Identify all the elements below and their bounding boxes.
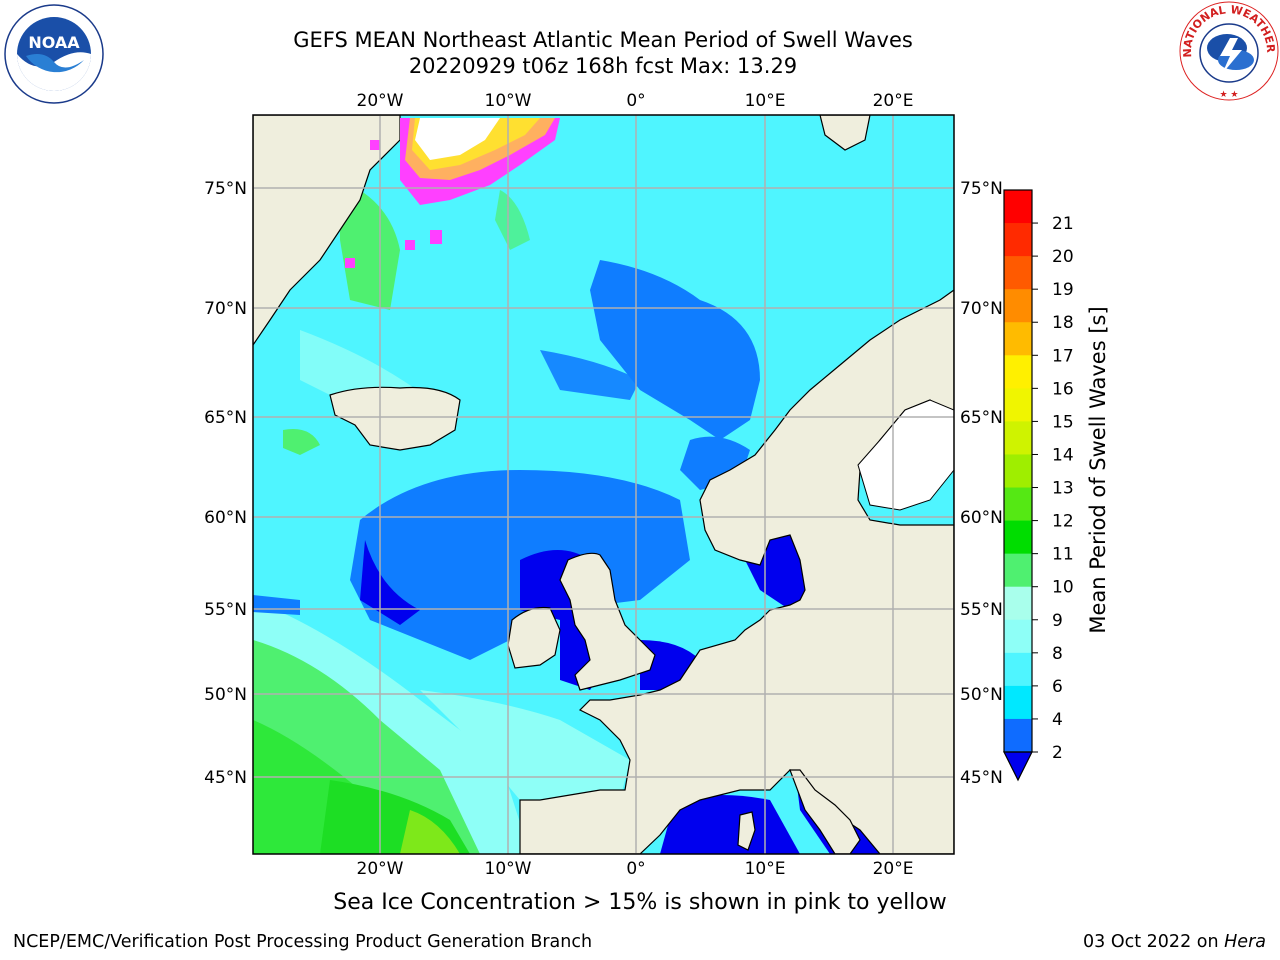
colorbar-tick-label: 6 <box>1052 677 1063 697</box>
lat-tick-right: 70°N <box>960 299 1003 319</box>
lon-tick-top: 0° <box>626 91 645 111</box>
lat-tick-left: 45°N <box>204 768 247 788</box>
colorbar-segment <box>1004 520 1032 555</box>
svg-text:★ ★: ★ ★ <box>1220 90 1239 100</box>
lon-tick-bottom: 10°E <box>745 859 786 879</box>
lat-tick-right: 65°N <box>960 408 1003 428</box>
colorbar-tick-label: 21 <box>1052 214 1074 234</box>
lat-tick-left: 70°N <box>204 299 247 319</box>
lat-tick-left: 55°N <box>204 600 247 620</box>
colorbar-tick-label: 15 <box>1052 412 1074 432</box>
colorbar-tick-label: 4 <box>1052 710 1063 730</box>
colorbar-segment <box>1004 223 1032 257</box>
colorbar-segment <box>1004 190 1032 224</box>
colorbar-tick-label: 16 <box>1052 379 1074 399</box>
noaa-logo-text: NOAA <box>28 33 80 52</box>
colorbar-tick-label: 10 <box>1052 578 1074 598</box>
colorbar-segment <box>1004 619 1032 654</box>
colorbar-segment <box>1004 553 1032 588</box>
land <box>253 115 954 854</box>
colorbar-tick-label: 8 <box>1052 644 1063 664</box>
colorbar-segment <box>1004 322 1032 356</box>
colorbar-segment <box>1004 289 1032 323</box>
map-area <box>253 115 954 854</box>
colorbar-label: Mean Period of Swell Waves [s] <box>1086 306 1110 634</box>
lon-tick-bottom: 0° <box>626 859 645 879</box>
nws-logo: NATIONAL WEATHER SERVICE ★ ★ <box>1178 0 1279 101</box>
colorbar-segment <box>1004 421 1032 455</box>
colorbar-segment <box>1004 454 1032 489</box>
colorbar-tick-label: 17 <box>1052 346 1074 366</box>
map-subtitle: 20220929 t06z 168h fcst Max: 13.29 <box>408 54 798 78</box>
lat-tick-left: 50°N <box>204 685 247 705</box>
lat-tick-right: 60°N <box>960 508 1003 528</box>
lat-tick-left: 60°N <box>204 508 247 528</box>
colorbar-segment <box>1004 718 1032 753</box>
noaa-logo: NOAA <box>4 4 104 104</box>
lon-tick-bottom: 10°W <box>485 859 532 879</box>
colorbar-segment <box>1004 256 1032 290</box>
map-title: GEFS MEAN Northeast Atlantic Mean Period… <box>293 28 913 52</box>
footer-date: 03 Oct 2022 on Hera <box>1083 932 1266 952</box>
lon-tick-top: 10°W <box>485 91 532 111</box>
colorbar-tick-label: 12 <box>1052 512 1074 532</box>
colorbar-tick-label: 19 <box>1052 280 1074 300</box>
lat-tick-left: 75°N <box>204 179 247 199</box>
footer-credit: NCEP/EMC/Verification Post Processing Pr… <box>13 932 593 952</box>
colorbar-segment <box>1004 586 1032 621</box>
sea-ice-note: Sea Ice Concentration > 15% is shown in … <box>333 890 947 915</box>
colorbar-segment <box>1004 652 1032 687</box>
lon-tick-top: 10°E <box>745 91 786 111</box>
colorbar-under-triangle <box>1003 751 1033 782</box>
colorbar-tick-label: 2 <box>1052 743 1063 763</box>
lat-tick-right: 45°N <box>960 768 1003 788</box>
lat-tick-right: 55°N <box>960 600 1003 620</box>
colorbar-tick-label: 14 <box>1052 445 1074 465</box>
gridlines <box>253 115 954 854</box>
footer-date-text: 03 Oct 2022 on <box>1083 932 1225 952</box>
lon-tick-bottom: 20°E <box>873 859 914 879</box>
colorbar-segment <box>1004 388 1032 422</box>
lat-tick-right: 50°N <box>960 685 1003 705</box>
colorbar-segment <box>1004 355 1032 389</box>
map-frame <box>252 114 955 855</box>
lon-tick-top: 20°E <box>873 91 914 111</box>
lat-tick-right: 75°N <box>960 179 1003 199</box>
lon-tick-bottom: 20°W <box>357 859 404 879</box>
colorbar-tick-label: 11 <box>1052 545 1074 565</box>
colorbar: 2 4 6 8 9 10 11 12 13 14 15 16 17 18 19 20 21 <box>1003 189 1074 782</box>
lon-tick-top: 20°W <box>357 91 404 111</box>
colorbar-frame <box>1003 189 1033 753</box>
sea-ice <box>345 118 560 268</box>
lat-tick-left: 65°N <box>204 408 247 428</box>
footer-host: Hera <box>1224 932 1266 952</box>
colorbar-tick-label: 18 <box>1052 313 1074 333</box>
colorbar-tick-label: 13 <box>1052 479 1074 499</box>
colorbar-tick-label: 20 <box>1052 247 1074 267</box>
colorbar-tick-label: 9 <box>1052 611 1063 631</box>
colorbar-segment <box>1004 487 1032 522</box>
colorbar-segment <box>1004 685 1032 720</box>
